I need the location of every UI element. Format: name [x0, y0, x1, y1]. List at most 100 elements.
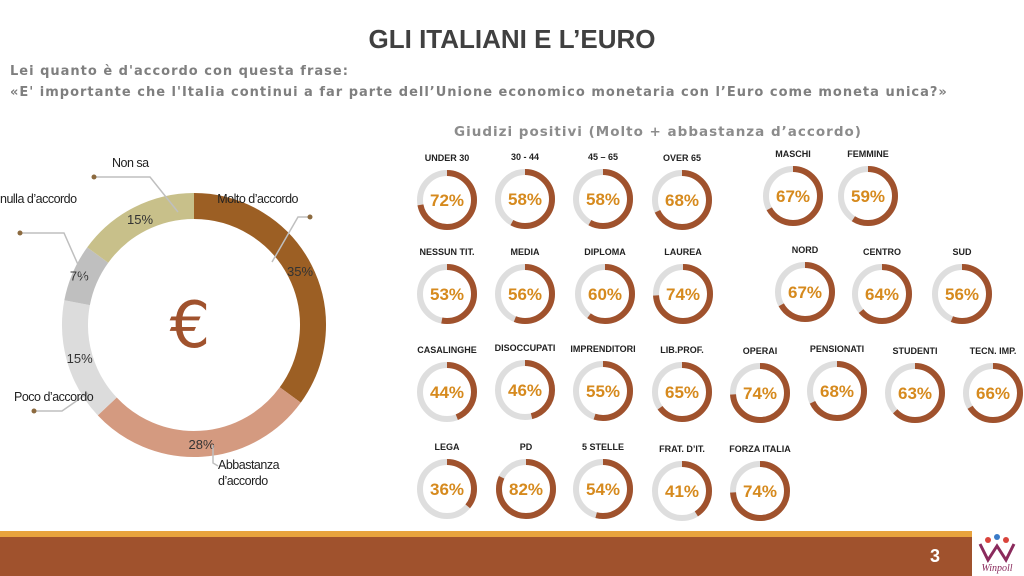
leader-line-nulla-d-accordo	[20, 232, 88, 286]
ring-value-5-stelle: 54%	[586, 480, 620, 499]
ring-value-laurea: 74%	[666, 285, 700, 304]
ring-label-studenti: STUDENTI	[893, 346, 938, 356]
ring-label-centro: CENTRO	[863, 247, 901, 257]
ring-label-femmine: FEMMINE	[847, 149, 889, 159]
footer-accent-line	[0, 531, 972, 537]
svg-text:Winpoll: Winpoll	[981, 563, 1012, 574]
donut-value-nulla-d-accordo: 7%	[70, 268, 89, 283]
ring-gauge-disoccupati: 46% DISOCCUPATI	[495, 343, 556, 420]
positive-judgement-rings: 72% UNDER 30 58% 30 - 44 58% 45 – 65 68% OVER 6…	[417, 149, 1023, 521]
ring-gauge-imprenditori: 55% IMPRENDITORI	[570, 344, 636, 421]
ring-label-nessun-tit: NESSUN TIT.	[419, 247, 474, 257]
ring-value-frat-d-it: 41%	[665, 482, 699, 501]
donut-value-abbastanza-d-accordo: 28%	[188, 437, 214, 452]
donut-label-poco-d-accordo: Poco d’accordo	[14, 390, 94, 404]
ring-label-over-65: OVER 65	[663, 153, 701, 163]
ring-gauge-sud: 56% SUD	[932, 247, 992, 324]
ring-fill-tecn-imp	[963, 363, 1023, 423]
donut-label-non-sa: Non sa	[112, 156, 149, 170]
donut-value-poco-d-accordo: 15%	[67, 351, 93, 366]
ring-label-disoccupati: DISOCCUPATI	[495, 343, 556, 353]
ring-gauge-centro: 64% CENTRO	[852, 247, 912, 324]
ring-fill-under-30	[417, 170, 477, 230]
leader-line-poco-d-accordo	[34, 392, 89, 412]
ring-fill-diploma	[575, 264, 635, 324]
ring-value-30-44: 58%	[508, 190, 542, 209]
question-intro: Lei quanto è d'accordo con questa frase:	[10, 64, 349, 79]
ring-label-operai: OPERAI	[743, 346, 778, 356]
ring-fill-30-44	[495, 169, 555, 229]
ring-gauge-pd: 82% PD	[496, 442, 556, 519]
ring-fill-pensionati	[807, 361, 867, 421]
ring-fill-forza-italia	[730, 461, 790, 521]
ring-label-30-44: 30 - 44	[511, 152, 539, 162]
ring-label-lega: LEGA	[434, 442, 460, 452]
ring-label-laurea: LAUREA	[664, 247, 702, 257]
ring-fill-operai	[730, 363, 790, 423]
donut-slice-nulla-d-accordo	[64, 247, 109, 306]
ring-gauge-over-65: 68% OVER 65	[652, 153, 712, 230]
ring-fill-sud	[932, 264, 992, 324]
ring-fill-laurea	[653, 264, 713, 324]
donut-label-abbastanza-d-accordo: Abbastanza d’accordo	[218, 458, 280, 488]
ring-gauge-frat-d-it: 41% FRAT. D’IT.	[652, 444, 712, 521]
ring-gauge-media: 56% MEDIA	[495, 247, 555, 324]
ring-gauge-5-stelle: 54% 5 STELLE	[573, 442, 633, 519]
ring-fill-maschi	[763, 166, 823, 226]
leader-dot-molto-d-accordo	[307, 214, 313, 220]
ring-gauge-laurea: 74% LAUREA	[653, 247, 713, 324]
page-title: GLI ITALIANI E L’EURO	[368, 24, 656, 54]
ring-label-45-65: 45 – 65	[588, 152, 618, 162]
ring-gauge-30-44: 58% 30 - 44	[495, 152, 555, 229]
ring-fill-femmine	[838, 166, 898, 226]
donut-value-non-sa: 15%	[127, 212, 153, 227]
ring-fill-pd	[496, 459, 556, 519]
question-text: «E' importante che l'Italia continui a f…	[10, 85, 948, 100]
ring-gauge-studenti: 63% STUDENTI	[885, 346, 945, 423]
ring-label-frat-d-it: FRAT. D’IT.	[659, 444, 705, 454]
ring-gauge-pensionati: 68% PENSIONATI	[807, 344, 867, 421]
ring-fill-nessun-tit	[417, 264, 477, 324]
leader-line-abbastanza-d-accordo	[212, 445, 219, 467]
ring-label-5-stelle: 5 STELLE	[582, 442, 624, 452]
page-number: 3	[929, 546, 940, 566]
donut-slice-abbastanza-d-accordo	[97, 387, 301, 457]
leader-dot-non-sa	[91, 174, 97, 180]
ring-label-nord: NORD	[792, 245, 819, 255]
winpoll-logo: Winpoll	[978, 534, 1016, 574]
leader-dot-poco-d-accordo	[31, 408, 37, 414]
ring-fill-lega	[417, 459, 477, 519]
donut-value-molto-d-accordo: 35%	[287, 264, 313, 279]
ring-fill-lib-prof	[652, 362, 712, 422]
ring-label-pd: PD	[520, 442, 533, 452]
ring-value-under-30: 72%	[430, 191, 464, 210]
ring-value-sud: 56%	[945, 285, 979, 304]
ring-value-centro: 64%	[865, 285, 899, 304]
ring-fill-casalinghe	[417, 362, 477, 422]
ring-value-maschi: 67%	[776, 187, 810, 206]
ring-fill-media	[495, 264, 555, 324]
ring-label-lib-prof: LIB.PROF.	[660, 345, 704, 355]
ring-label-tecn-imp: TECN. IMP.	[970, 346, 1017, 356]
ring-fill-45-65	[573, 169, 633, 229]
ring-value-pensionati: 68%	[820, 382, 854, 401]
leader-line-non-sa	[94, 176, 179, 213]
ring-value-femmine: 59%	[851, 187, 885, 206]
ring-gauge-lib-prof: 65% LIB.PROF.	[652, 345, 712, 422]
donut-label-molto-d-accordo: Molto d’accordo	[217, 192, 298, 206]
ring-gauge-operai: 74% OPERAI	[730, 346, 790, 423]
ring-gauge-femmine: 59% FEMMINE	[838, 149, 898, 226]
ring-fill-studenti	[885, 363, 945, 423]
donut-slice-non-sa	[87, 193, 195, 263]
ring-value-over-65: 68%	[665, 191, 699, 210]
ring-label-diploma: DIPLOMA	[584, 247, 626, 257]
ring-value-diploma: 60%	[588, 285, 622, 304]
ring-fill-imprenditori	[573, 361, 633, 421]
ring-gauge-under-30: 72% UNDER 30	[417, 153, 477, 230]
ring-value-lib-prof: 65%	[665, 383, 699, 402]
ring-gauge-diploma: 60% DIPLOMA	[575, 247, 635, 324]
ring-value-45-65: 58%	[586, 190, 620, 209]
section-title: Giudizi positivi (Molto + abbastanza d’a…	[454, 124, 862, 140]
ring-value-media: 56%	[508, 285, 542, 304]
